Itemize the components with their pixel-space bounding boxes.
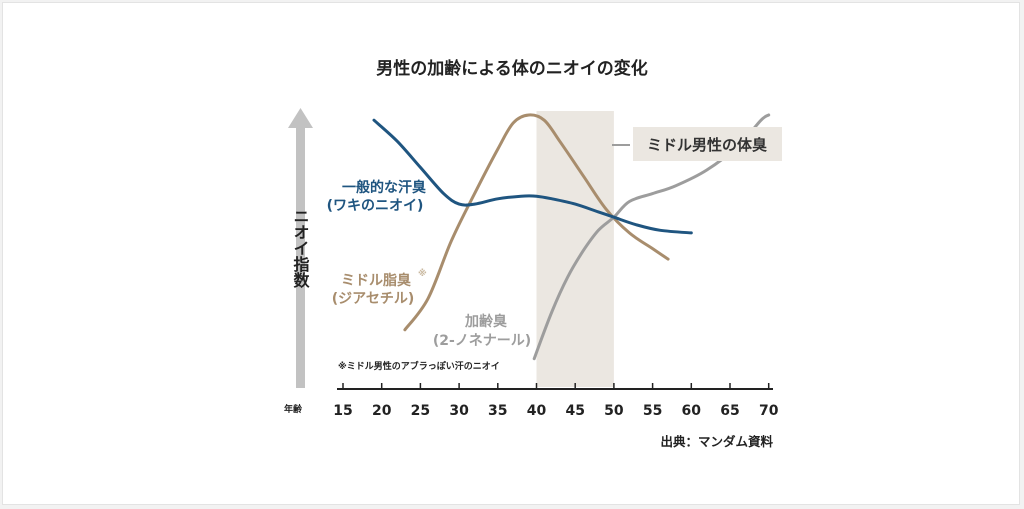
x-tick-label-35: 35: [488, 403, 507, 419]
nonenal-label-line2: (2-ノネナール): [433, 333, 531, 349]
x-tick-label-50: 50: [604, 403, 624, 419]
x-axis-ticks: 15 20 25 30 35 40 45 50 55 60 65 70: [333, 383, 779, 419]
x-tick-label-45: 45: [565, 403, 584, 419]
series-label-diacetyl: ミドル脂臭 ※ (ジアセチル): [332, 268, 427, 307]
diacetyl-label-line2: (ジアセチル): [332, 291, 415, 307]
diacetyl-label-line1: ミドル脂臭: [341, 272, 412, 289]
series-label-nonenal: 加齢臭 (2-ノネナール): [433, 313, 531, 349]
x-tick-label-55: 55: [643, 403, 662, 419]
x-tick-label-60: 60: [682, 403, 702, 419]
chart-title: 男性の加齢による体のニオイの変化: [376, 58, 648, 79]
sweat-label-line1: 一般的な汗臭: [342, 179, 427, 196]
highlight-band-40-50: [536, 111, 614, 387]
x-tick-label-40: 40: [527, 403, 547, 419]
x-tick-label-30: 30: [449, 403, 469, 419]
series-line-sweat: [372, 118, 693, 235]
nonenal-label-line1: 加齢臭: [464, 313, 508, 330]
y-axis-label: ニオイ指数: [291, 208, 310, 289]
source-note: 出典：マンダム資料: [660, 434, 773, 449]
callout-text: ミドル男性の体臭: [647, 136, 767, 154]
middle-odor-callout: ミドル男性の体臭: [612, 127, 782, 161]
series-line-diacetyl: [403, 113, 670, 332]
y-axis-arrow: [288, 108, 313, 388]
x-axis-label: 年齢: [284, 403, 303, 415]
x-tick-label-25: 25: [411, 403, 430, 419]
diacetyl-note-mark: ※: [418, 268, 427, 279]
series-label-sweat: 一般的な汗臭 (ワキのニオイ): [327, 179, 427, 214]
sweat-label-line2: (ワキのニオイ): [327, 198, 424, 214]
x-tick-label-65: 65: [720, 403, 739, 419]
x-tick-label-20: 20: [372, 403, 392, 419]
x-tick-label-15: 15: [333, 403, 352, 419]
footnote: ※ミドル男性のアブラっぽい汗のニオイ: [338, 360, 500, 372]
x-tick-label-70: 70: [759, 403, 779, 419]
